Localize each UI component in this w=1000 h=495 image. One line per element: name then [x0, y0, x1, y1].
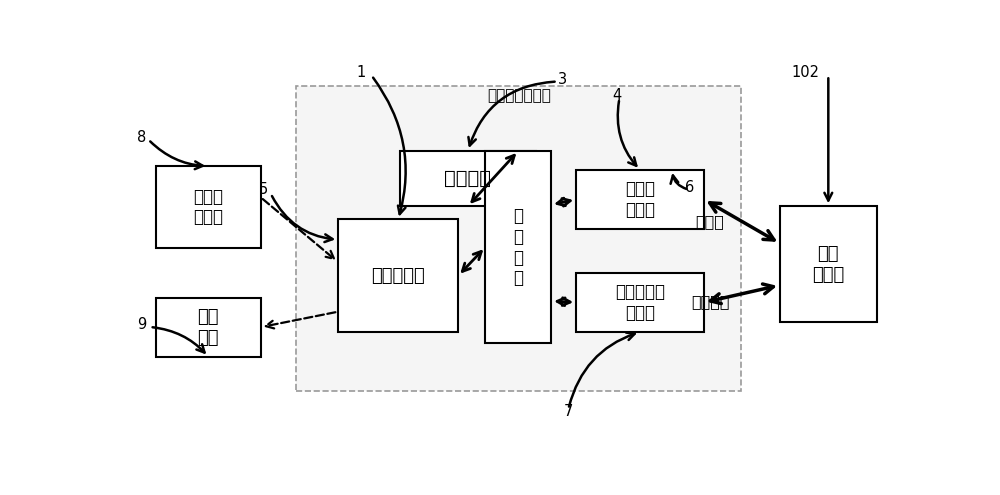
Text: 4: 4 — [612, 88, 622, 103]
Text: 1: 1 — [357, 65, 366, 80]
Text: 测试用例执行器: 测试用例执行器 — [487, 88, 551, 103]
Text: 8: 8 — [137, 130, 147, 145]
Text: 3: 3 — [558, 72, 567, 87]
Text: 现场总线: 现场总线 — [691, 294, 729, 309]
Text: 102: 102 — [791, 65, 819, 80]
Text: 5: 5 — [258, 182, 268, 197]
Text: 联锁
下位机: 联锁 下位机 — [812, 245, 844, 284]
Text: 上位机
模拟器: 上位机 模拟器 — [625, 180, 655, 219]
Bar — [296, 86, 741, 391]
Text: 脚本执行器: 脚本执行器 — [371, 267, 425, 285]
Text: 以太网: 以太网 — [696, 214, 725, 229]
Text: 数
据
管
理: 数 据 管 理 — [513, 207, 523, 287]
Bar — [338, 219, 458, 332]
Text: 7: 7 — [564, 404, 573, 419]
Bar — [576, 170, 704, 229]
Bar — [576, 273, 704, 332]
Bar — [780, 206, 877, 322]
Text: 9: 9 — [137, 317, 147, 332]
Bar — [485, 151, 551, 344]
Bar — [156, 297, 261, 357]
Text: 测试用
例脚本: 测试用 例脚本 — [193, 188, 223, 227]
Text: 输入输出板
模拟器: 输入输出板 模拟器 — [615, 283, 665, 322]
Bar — [400, 151, 536, 206]
Text: 测试
报告: 测试 报告 — [198, 308, 219, 346]
Text: 6: 6 — [685, 180, 694, 195]
Text: 用户界面: 用户界面 — [444, 169, 491, 188]
Bar — [156, 166, 261, 248]
